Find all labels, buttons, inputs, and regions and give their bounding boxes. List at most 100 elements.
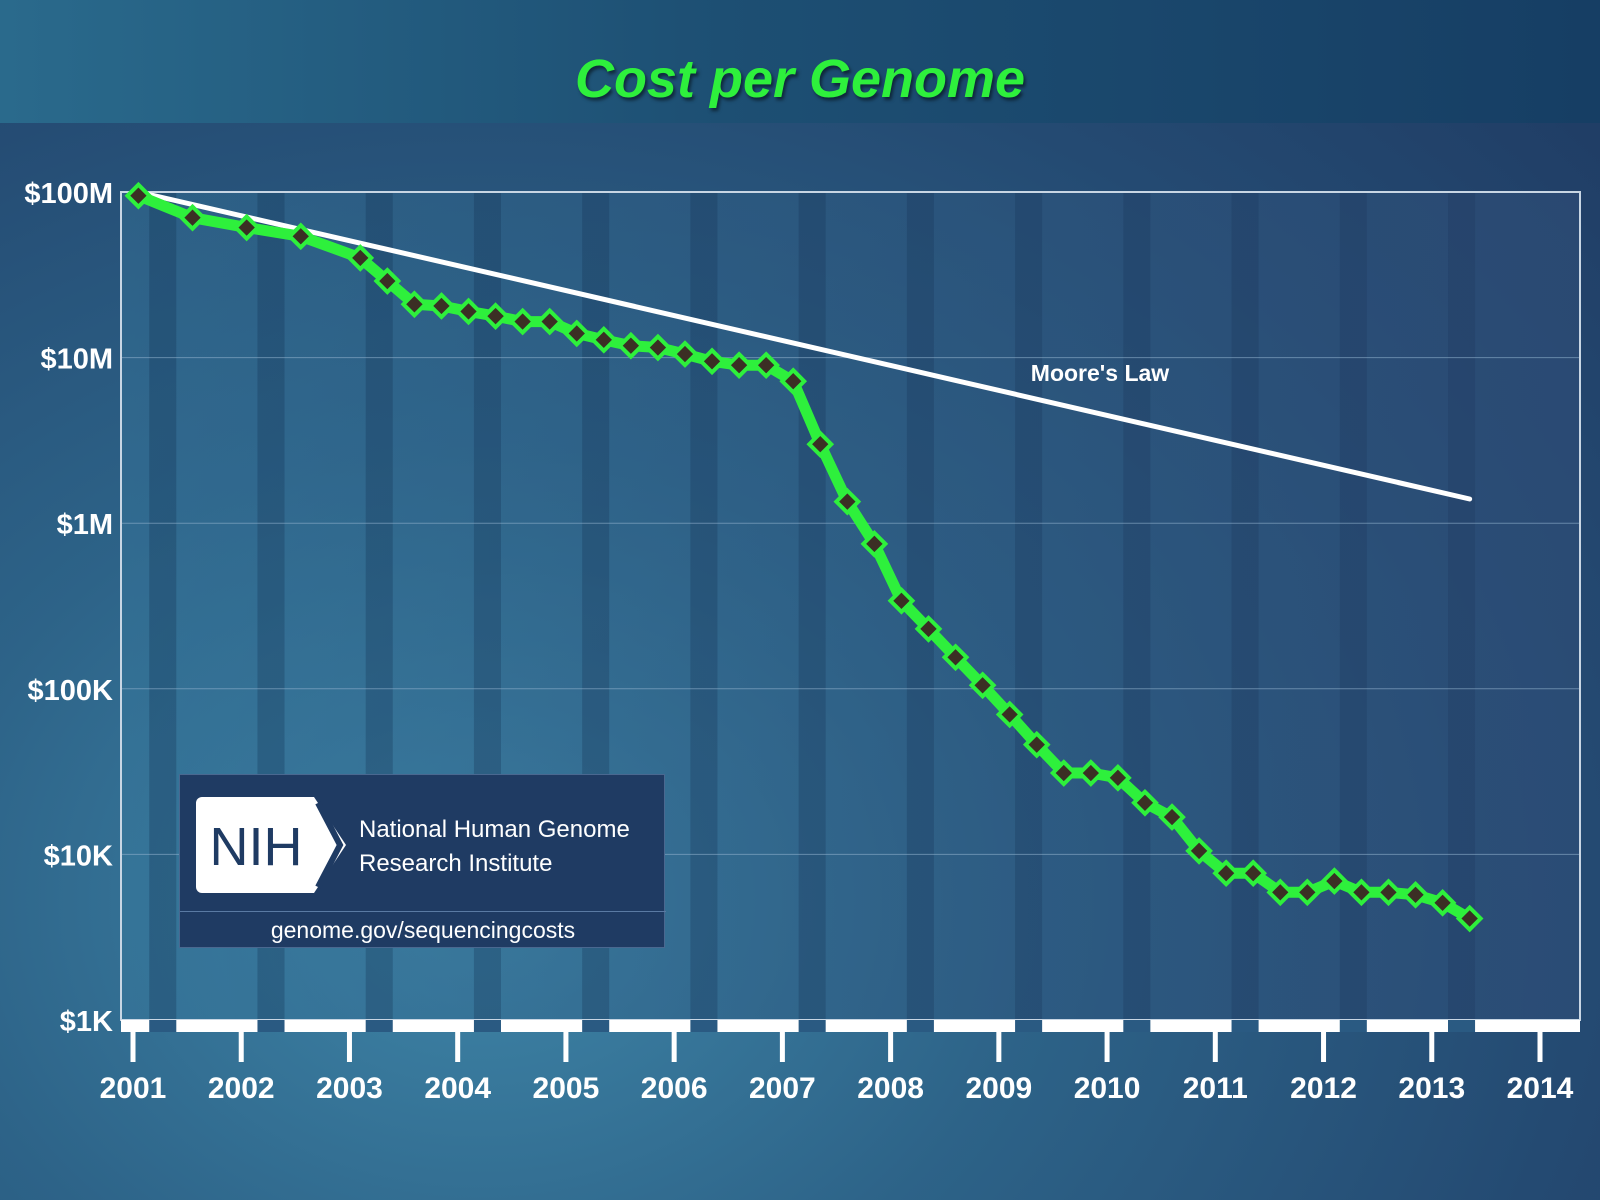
data-point <box>1185 837 1213 865</box>
x-axis-gap <box>906 1020 934 1032</box>
moores-law-line-group: Moore's Law <box>135 189 1473 502</box>
y-tick-label: $10M <box>40 344 113 376</box>
data-point <box>617 331 645 360</box>
data-point <box>1428 888 1457 917</box>
data-point <box>427 292 456 320</box>
title-band <box>0 0 1600 123</box>
x-axis-gap <box>365 1020 393 1032</box>
x-axis-gap <box>798 1020 826 1032</box>
data-point <box>373 267 402 295</box>
y-tick-label: $1M <box>57 509 113 541</box>
data-point <box>1158 803 1186 831</box>
nih-name-line2: Research Institute <box>359 850 553 877</box>
x-tick <box>671 1020 677 1062</box>
nih-logo-box: NIH National Human Genome Research Insti… <box>179 774 666 948</box>
data-point <box>481 302 510 330</box>
x-tick-label: 2005 <box>533 1072 600 1105</box>
nih-name-line1: National Human Genome <box>359 816 630 843</box>
cost-line <box>132 190 1476 924</box>
x-tick-label: 2001 <box>100 1072 167 1105</box>
data-point <box>1374 878 1403 907</box>
x-axis-gap <box>1231 1020 1259 1032</box>
x-tick <box>1321 1020 1327 1062</box>
nih-url: genome.gov/sequencingcosts <box>270 917 576 943</box>
x-tick <box>346 1020 352 1062</box>
data-point <box>671 340 699 368</box>
data-point <box>1104 763 1132 792</box>
nih-institute-name: National Human Genome Research Institute <box>359 813 630 881</box>
data-point <box>644 333 672 362</box>
x-tick-label: 2002 <box>208 1072 275 1105</box>
data-point <box>232 213 261 242</box>
x-tick <box>455 1020 461 1062</box>
data-point <box>454 297 483 326</box>
x-tick <box>1537 1020 1543 1062</box>
x-axis-gap <box>473 1020 501 1032</box>
nih-acronym: NIH <box>210 817 303 877</box>
data-point <box>1077 759 1105 787</box>
x-tick <box>888 1020 894 1062</box>
data-point <box>833 487 862 516</box>
data-point <box>346 244 375 272</box>
x-axis-gap <box>582 1020 610 1032</box>
data-point <box>752 351 780 380</box>
data-point <box>1401 880 1430 909</box>
y-tick-label: $100K <box>28 675 114 707</box>
x-tick <box>779 1020 785 1062</box>
data-point <box>698 347 726 376</box>
moores-law-label: Moore's Law <box>1031 360 1169 386</box>
data-point <box>400 290 429 319</box>
x-axis-gap <box>1339 1020 1367 1032</box>
x-axis-gap <box>1123 1020 1151 1032</box>
x-tick-label: 2009 <box>965 1072 1032 1105</box>
cost-series-group <box>124 181 1484 933</box>
x-tick <box>1429 1020 1435 1062</box>
data-point <box>1049 759 1078 787</box>
x-axis-gap <box>257 1020 285 1032</box>
y-tick-label: $10K <box>44 840 113 872</box>
x-tick <box>563 1020 569 1062</box>
y-tick-label: $100M <box>24 178 113 210</box>
x-tick <box>996 1020 1002 1062</box>
data-point <box>779 367 808 396</box>
data-point <box>286 222 315 251</box>
data-point <box>535 307 564 336</box>
moores-law-line <box>135 189 1473 502</box>
x-tick <box>1212 1020 1218 1062</box>
x-axis-gap <box>1448 1020 1476 1032</box>
data-point <box>589 326 618 354</box>
data-point <box>941 643 970 672</box>
data-point <box>1347 878 1376 907</box>
data-point <box>508 307 537 336</box>
data-point <box>887 586 916 615</box>
x-tick-label: 2003 <box>316 1072 383 1105</box>
nih-logo: NIH <box>196 797 346 893</box>
data-point <box>1212 859 1240 888</box>
x-tick-label: 2006 <box>641 1072 708 1105</box>
data-point <box>124 181 153 210</box>
data-point <box>1320 867 1349 895</box>
nih-divider <box>180 911 666 912</box>
data-point <box>1266 878 1295 907</box>
x-tick-label: 2004 <box>424 1072 491 1105</box>
x-tick <box>238 1020 244 1062</box>
x-tick <box>1104 1020 1110 1062</box>
data-point <box>914 615 943 643</box>
data-point <box>562 319 591 348</box>
x-tick-label: 2013 <box>1398 1072 1465 1105</box>
x-tick-label: 2014 <box>1507 1072 1574 1105</box>
data-point <box>725 351 753 380</box>
x-tick-label: 2007 <box>749 1072 816 1105</box>
x-tick-label: 2012 <box>1290 1072 1357 1105</box>
data-point <box>860 530 889 558</box>
data-point <box>995 700 1024 729</box>
chart-title: Cost per Genome <box>574 49 1026 109</box>
x-axis-gap <box>149 1020 177 1032</box>
axes <box>120 191 1581 1062</box>
data-point <box>178 203 207 232</box>
data-point <box>1293 878 1322 907</box>
x-axis-gap <box>690 1020 718 1032</box>
y-tick-label: $1K <box>60 1006 113 1038</box>
